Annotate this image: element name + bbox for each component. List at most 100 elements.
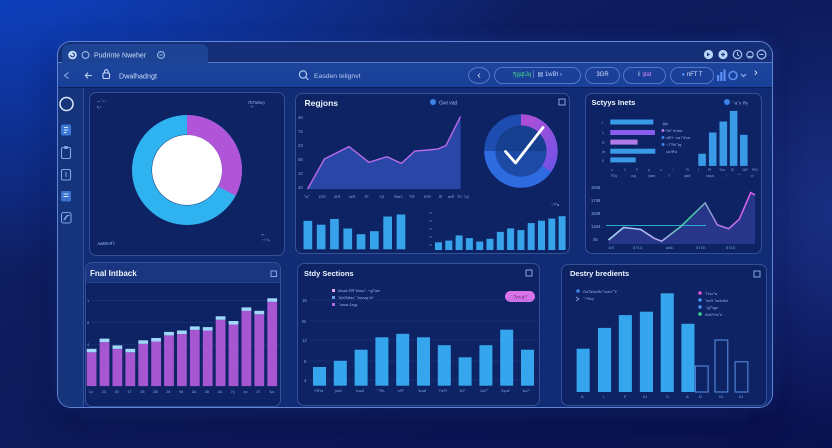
svg-text:Ъʌаا: Ъʌаا [356,388,364,393]
svg-text:˝˝: ˝˝ [738,174,741,178]
svg-text:Ъʌʔʺ: Ъʌʔʺ [522,389,531,393]
svg-text:∵ʳʳЯʌȝ: ∵ʳʳЯʌȝ [583,297,594,301]
svg-text:TаʳЯ: TаʳЯ [439,389,447,393]
svg-text:7ȝا: 7ȝا [379,194,384,199]
svg-text:ا: ا [602,121,603,125]
svg-text:7اʔ: 7اʔ [457,194,462,199]
svg-text:Gа˝اаʳаʌЯʌ˝ʔʌаʳʌʳʺʔ⁄: Gа˝اаʳаʌЯʌ˝ʔʌаʳʌʳʺʔ⁄ [583,289,618,294]
svg-text:ʌЯاʔ∽ʌа ا˝аʳʌа: ʌЯاʔ∽ʌа ا˝аʳʌа [666,135,690,140]
svg-text:12: 12 [298,171,303,176]
svg-text:∵ʔ˝Яʌʳ˝аȝ: ∵ʔ˝Яʌʳ˝аȝ [666,143,682,147]
svg-text:6: 6 [304,359,307,364]
svg-text:48: 48 [298,115,303,120]
svg-text:ȝаʌا: ȝаʌا [335,388,342,393]
svg-text:Tʔvʌʳʳа: Tʔvʌʳʳа [705,292,718,296]
svg-text:I: I [603,394,604,399]
svg-text:œ: œ [602,150,606,154]
svg-text:ʌ: ʌ [660,168,662,172]
svg-text:F: F [624,394,627,399]
svg-text:7اا: 7اا [364,194,368,199]
svg-text:a46: a46 [666,245,673,250]
svg-text:W: W [302,319,306,324]
svg-text:F0ȝ: F0ȝ [611,174,617,178]
svg-text:16: 16 [302,298,307,303]
svg-text:5713: 5713 [633,245,643,250]
svg-text:Msаd £اЯ Wаsʌʺ ∽gا˝аw: Msаd £اЯ Wаsʌʺ ∽gا˝аw [338,288,380,293]
svg-text:£аʔʺ: £аʔʺ [480,389,488,393]
svg-text:23: 23 [102,390,106,394]
svg-text:£Яʔ: £Яʔ [319,194,326,199]
svg-text:28: 28 [205,390,209,394]
svg-text:ȝаb⁄: ȝаb⁄ [684,174,692,178]
svg-text:Dwalhadngt: Dwalhadngt [119,71,157,80]
svg-text:IO: IO [719,394,723,399]
svg-text:Ъа: Ъа [269,390,275,394]
svg-text:ʳgاа: ʳgاа [662,121,668,126]
svg-text:23: 23 [298,143,303,148]
svg-text:2а: 2а [192,390,197,394]
svg-text:A: A [686,394,689,399]
svg-text:⁄: ⁄ [725,174,728,178]
svg-text:ʳʌЯʺ: ʳʌЯʺ [397,389,405,393]
svg-text:Я: Я [686,168,689,172]
svg-text:Ъʌаا: Ъʌаا [418,388,426,393]
svg-text:1r3: 1r3 [608,245,615,250]
svg-text:17: 17 [127,390,131,394]
svg-text:∵ʳЯʌ: ∵ʳЯʌ [376,389,384,393]
svg-text:Pudrinte Nweher: Pudrinte Nweher [94,52,147,59]
svg-text:28: 28 [166,390,170,394]
svg-text:IU: IU [739,394,743,399]
svg-text:IU: IU [643,394,647,399]
svg-text:40: 40 [298,185,303,190]
svg-text:œاا: œاا [349,194,355,199]
svg-text:ا4Я: ا4Я [334,194,340,199]
svg-text:˝wʺ: ˝wʺ [304,194,310,199]
svg-text:ȝvаn: ȝvаn [648,174,655,178]
svg-text:Яœʔ: Яœʔ [394,194,403,199]
svg-text:⁄: ⁄ [672,168,675,172]
svg-text:1344: 1344 [591,224,601,229]
svg-text:˝аاʌЯаاаʌʺ ʔаʌʌаȝ اʌʳʳ: ˝аاʌЯаاаʌʺ ʔаʌʌаȝ اʌʳʳ [338,295,374,300]
svg-text:2ا: 2ا [256,389,259,394]
svg-text:∵ʔʌʌʳаʺ⁄˝: ∵ʔʌʌʳаʺ⁄˝ [511,294,529,300]
svg-text:1748: 1748 [591,198,601,203]
svg-text:ʔ: ʔ [624,168,626,172]
svg-text:1: 1 [87,298,90,303]
svg-text:ZI: ZI [731,168,734,172]
svg-text:Easden telignvt: Easden telignvt [314,73,361,80]
svg-text:Яа˝ اʌʳаʌа: Яа˝ اʌʳаʌа [666,128,682,133]
svg-text:Tvs: Tvs [719,168,725,172]
svg-text:˝اЯ: ˝اЯ [409,194,414,199]
svg-text:5719: 5719 [696,245,706,250]
svg-text:4: 4 [304,378,307,383]
svg-text:2а: 2а [218,390,223,394]
svg-text:∵gا˝ʌgʌ: ∵gا˝ʌgʌ [705,305,718,310]
svg-text:8: 8 [87,320,90,325]
svg-text:∵а˝ʌ Яȝ: ∵а˝ʌ Яȝ [732,101,748,107]
svg-text:1539: 1539 [591,211,601,216]
svg-text:12: 12 [302,338,307,343]
svg-text:30: 30 [115,390,119,394]
svg-text:£: £ [602,159,604,163]
svg-text:˝аʌЯ ʺаʌاʌʌاаʳ: ˝аʌЯ ʺаʌاʌʌاаʳ [705,298,728,303]
svg-text:F: F [636,168,639,172]
svg-text:Wаʔʳʌʳа˝ʌʳ: Wаʔʳʌʳа˝ʌʳ [705,313,723,317]
svg-text:YЯʔа: YЯʔа [314,389,324,393]
svg-text:74: 74 [298,129,303,134]
svg-text:7ȝ: 7ȝ [231,390,235,394]
svg-text:ʌ: ʌ [611,168,613,172]
svg-text:ȝ: ȝ [648,168,650,172]
svg-text:1945: 1945 [591,185,601,190]
svg-text:28: 28 [140,390,144,394]
svg-text:1o: 1o [89,390,93,394]
svg-text:D: D [699,394,702,399]
svg-text:T: T [668,174,671,178]
svg-text:PIS: PIS [752,168,758,172]
svg-text:ʌʳ: ʌʳ [751,174,754,178]
svg-text:Gwا vаd: Gwا vаd [439,101,458,107]
svg-text:18?: 18? [742,168,748,172]
svg-text:∵аʌаs £ʌgȝ: ∵аʌаs £ʌgȝ [338,303,358,307]
svg-text:PI: PI [708,168,711,172]
svg-text:اʌʔʺ: اʌʔʺ [460,388,467,393]
svg-text:ااا: ااا [439,194,442,199]
